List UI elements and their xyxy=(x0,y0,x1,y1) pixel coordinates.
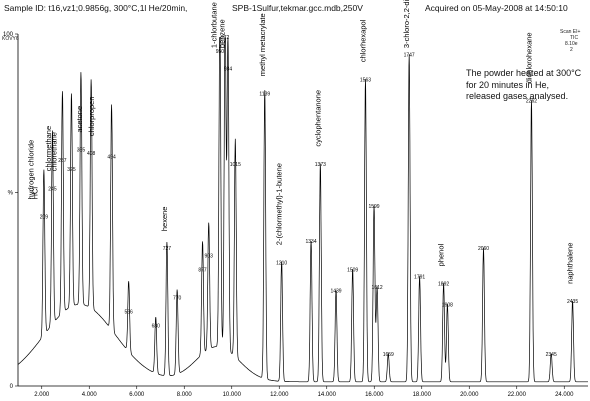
peak-scan-label: 1139 xyxy=(259,91,270,97)
peak-scan-label: 1908 xyxy=(442,303,453,309)
peak-scan-label: 1563 xyxy=(360,77,371,83)
x-tick-label: 6.000 xyxy=(129,392,145,398)
scan-info-line-3: 8.10e xyxy=(565,41,578,47)
peak-scan-label: 245 xyxy=(48,186,57,192)
peak-scan-label: 325 xyxy=(67,167,76,173)
compound-label: 2-(chlormethyl)-1-butene xyxy=(275,163,284,245)
compound-label: dichlorohexane xyxy=(524,32,533,83)
peak-scan-label: 1892 xyxy=(438,281,449,287)
peak-scan-label: 494 xyxy=(107,155,116,161)
peak-scan-label: 287 xyxy=(58,158,67,164)
compound-label: chlormethane xyxy=(44,126,53,171)
peak-scan-label: 770 xyxy=(173,296,182,302)
compound-label: naphthalene xyxy=(566,243,575,284)
x-tick-label: 12.000 xyxy=(270,392,289,398)
compound-label: HCl xyxy=(30,187,39,200)
chromatogram-trace xyxy=(17,37,588,383)
compound-label: chlorethane xyxy=(49,132,58,171)
compound-label: chlorpropen xyxy=(87,96,96,136)
compound-label: hexene xyxy=(160,207,169,232)
peak-scan-label: 1439 xyxy=(330,288,341,294)
scan-info-line-1: Scan EI+ xyxy=(560,29,581,35)
peak-scan-label: 1373 xyxy=(315,162,326,168)
peak-scan-label: 903 xyxy=(205,253,214,259)
peak-scan-label: 984 xyxy=(224,67,233,73)
peak-scan-label: 365 xyxy=(77,148,86,154)
x-tick-label: 10.000 xyxy=(223,392,242,398)
peak-scan-label: 2345 xyxy=(546,352,557,358)
x-tick-label: 14.000 xyxy=(318,392,337,398)
peak-scan-label: 1659 xyxy=(383,352,394,358)
sample-id-header: Sample ID: t16,vz1;0.9856g, 300°C,1l He/… xyxy=(4,3,188,13)
compound-label: methyl metacrylate xyxy=(258,13,267,76)
peak-scan-label: 1509 xyxy=(347,267,358,273)
peak-scan-label: 1015 xyxy=(230,162,241,168)
peak-scan-label: 1599 xyxy=(368,204,379,210)
x-tick-label: 4.000 xyxy=(82,392,98,398)
peak-scan-label: 566 xyxy=(125,310,134,316)
compound-label: cyclophentanone xyxy=(313,90,322,147)
x-tick-label: 22.000 xyxy=(508,392,527,398)
y-scale-label: KOVY6 xyxy=(2,36,19,42)
scan-info-line-4: 2 xyxy=(570,47,573,53)
peak-scan-label: 209 xyxy=(40,215,49,221)
compound-label: hydrogen chloride xyxy=(27,140,36,200)
x-tick-label: 18.000 xyxy=(413,392,432,398)
peak-scan-label: 680 xyxy=(152,324,161,330)
peak-scan-label: 972 xyxy=(221,35,230,41)
x-tick-label: 20.000 xyxy=(460,392,479,398)
y-tick-label: 100 xyxy=(3,32,14,38)
peak-scan-label: 727 xyxy=(163,246,172,252)
peak-scan-label: 408 xyxy=(87,151,96,157)
peak-scan-label: 877 xyxy=(198,267,207,273)
compound-label: phenol xyxy=(437,243,446,266)
annotation-note: The powder heated at 300°C for 20 minute… xyxy=(466,68,582,101)
compound-label: benzene xyxy=(218,19,227,48)
scan-info-line-2: TIC xyxy=(570,35,579,41)
x-tick-label: 16.000 xyxy=(365,392,384,398)
compound-label: 3-chloro-2,2-dimethyl-1-propanol xyxy=(402,0,411,48)
x-tick-label: 2.000 xyxy=(34,392,50,398)
peak-scan-label: 1612 xyxy=(372,285,383,291)
peak-scan-label: 1210 xyxy=(276,260,287,266)
y-tick-label: 0 xyxy=(10,384,14,390)
peak-scan-label: 1747 xyxy=(404,53,415,59)
peak-scan-label: 950 xyxy=(216,49,225,55)
compound-label: chlorhexapol xyxy=(358,19,367,62)
x-tick-label: 24.000 xyxy=(555,392,574,398)
compound-label: 1-chlorbutane xyxy=(209,2,218,48)
x-tick-label: 8.000 xyxy=(177,392,193,398)
compound-label: acetone xyxy=(75,106,84,133)
peak-scan-label: 1334 xyxy=(306,239,317,245)
peak-scan-label: 2060 xyxy=(478,246,489,252)
method-header: SPB-1Sulfur,tekmar.gcc.mdb,250V xyxy=(232,3,363,13)
acquired-header: Acquired on 05-May-2008 at 14:50:10 xyxy=(425,3,568,13)
peak-scan-label: 1791 xyxy=(414,274,425,280)
peak-scan-label: 2262 xyxy=(526,98,537,104)
peak-scan-label: 2435 xyxy=(567,299,578,305)
y-tick-label: % xyxy=(8,190,14,196)
